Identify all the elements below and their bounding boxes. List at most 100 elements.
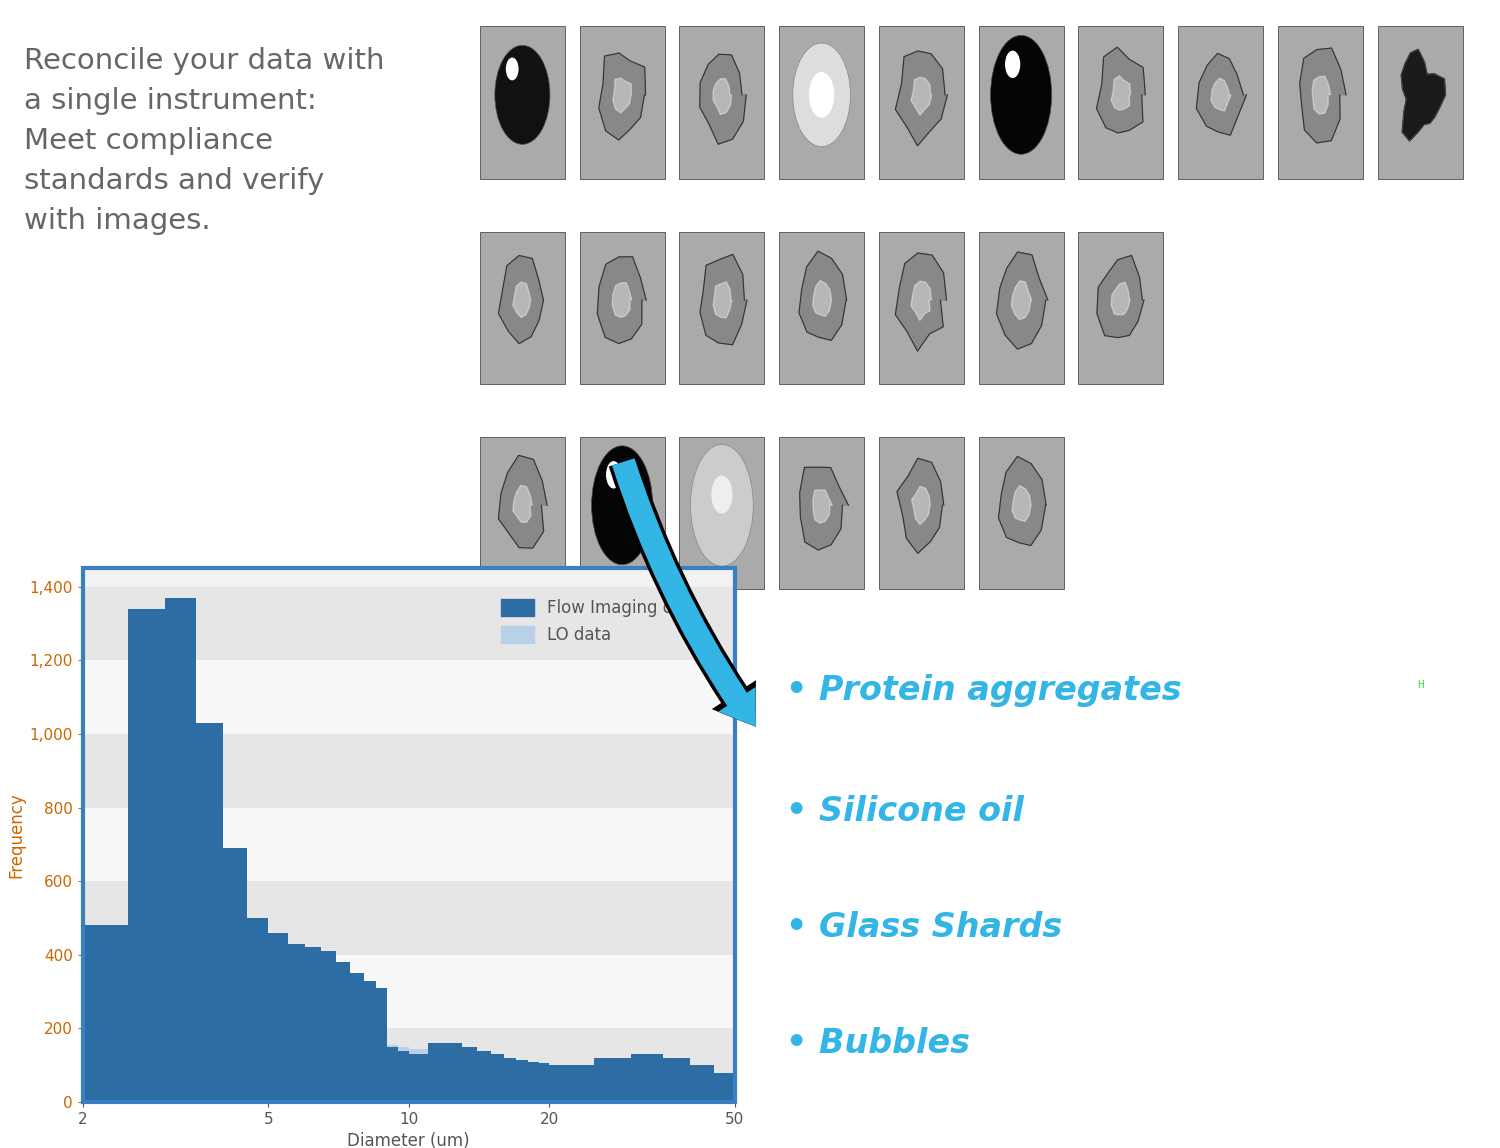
Bar bbox=[128, 608, 165, 1102]
Bar bbox=[408, 1049, 428, 1102]
Bar bbox=[516, 1062, 528, 1102]
Bar bbox=[268, 1087, 288, 1102]
Bar bbox=[196, 723, 223, 1102]
Text: 31.44: 31.44 bbox=[1408, 185, 1431, 194]
FancyBboxPatch shape bbox=[879, 436, 965, 589]
Bar bbox=[427, 1050, 445, 1102]
FancyArrowPatch shape bbox=[612, 458, 756, 727]
Polygon shape bbox=[1299, 48, 1346, 144]
Polygon shape bbox=[1096, 47, 1146, 133]
Text: 45.95: 45.95 bbox=[711, 596, 734, 604]
Polygon shape bbox=[800, 467, 849, 550]
Bar bbox=[462, 1054, 477, 1102]
FancyBboxPatch shape bbox=[978, 436, 1064, 589]
Bar bbox=[427, 1044, 445, 1102]
Ellipse shape bbox=[690, 444, 753, 566]
Polygon shape bbox=[498, 456, 548, 548]
Bar bbox=[165, 598, 196, 1102]
Polygon shape bbox=[1197, 54, 1246, 135]
Bar bbox=[632, 1071, 663, 1102]
Text: 45.09: 45.09 bbox=[512, 596, 534, 604]
Bar bbox=[224, 848, 248, 1102]
Y-axis label: Frequency: Frequency bbox=[8, 792, 26, 878]
Polygon shape bbox=[897, 458, 944, 553]
Bar bbox=[248, 1086, 268, 1102]
Bar bbox=[446, 1053, 462, 1102]
Text: Reconcile your data with
a single instrument:
Meet compliance
standards and veri: Reconcile your data with a single instru… bbox=[24, 47, 384, 235]
Polygon shape bbox=[1096, 256, 1144, 338]
Bar bbox=[363, 980, 376, 1102]
Text: 29.03: 29.03 bbox=[1209, 185, 1231, 194]
Bar bbox=[304, 947, 321, 1102]
Bar bbox=[165, 1062, 196, 1102]
Text: • Bubbles: • Bubbles bbox=[786, 1027, 970, 1061]
Polygon shape bbox=[910, 281, 932, 320]
Text: • Protein aggregates: • Protein aggregates bbox=[786, 674, 1182, 707]
Polygon shape bbox=[498, 256, 543, 343]
Bar bbox=[516, 1060, 528, 1102]
Bar bbox=[82, 1029, 735, 1102]
Bar bbox=[538, 1065, 549, 1102]
FancyBboxPatch shape bbox=[680, 436, 765, 589]
FancyBboxPatch shape bbox=[480, 436, 566, 589]
FancyBboxPatch shape bbox=[1078, 232, 1164, 383]
FancyBboxPatch shape bbox=[879, 26, 965, 179]
Bar bbox=[690, 1078, 714, 1102]
Polygon shape bbox=[896, 51, 948, 146]
FancyBboxPatch shape bbox=[879, 232, 965, 383]
Legend: Flow Imaging data, LO data: Flow Imaging data, LO data bbox=[494, 592, 706, 651]
FancyBboxPatch shape bbox=[1278, 26, 1364, 179]
Text: • Silicone oil: • Silicone oil bbox=[786, 796, 1024, 828]
Bar bbox=[376, 1095, 387, 1102]
Bar bbox=[462, 1047, 477, 1102]
Polygon shape bbox=[999, 457, 1045, 545]
Bar bbox=[128, 1029, 165, 1102]
Bar bbox=[490, 1058, 504, 1102]
Text: 58.10: 58.10 bbox=[1010, 596, 1032, 604]
Polygon shape bbox=[1013, 486, 1031, 521]
Bar bbox=[549, 1065, 594, 1102]
FancyBboxPatch shape bbox=[778, 232, 864, 383]
FancyBboxPatch shape bbox=[978, 26, 1064, 179]
Bar bbox=[690, 1065, 714, 1102]
FancyBboxPatch shape bbox=[1178, 26, 1263, 179]
Text: 22.1: 22.1 bbox=[614, 185, 632, 194]
Polygon shape bbox=[1401, 49, 1446, 141]
Polygon shape bbox=[1011, 281, 1032, 319]
Text: 38.16: 38.16 bbox=[810, 390, 832, 400]
X-axis label: Diameter (um): Diameter (um) bbox=[348, 1132, 470, 1148]
Ellipse shape bbox=[794, 42, 850, 147]
Polygon shape bbox=[513, 486, 532, 522]
Polygon shape bbox=[712, 281, 732, 318]
Bar bbox=[82, 807, 735, 882]
Bar bbox=[408, 1054, 428, 1102]
Text: 5 um: 5 um bbox=[1407, 719, 1432, 729]
Polygon shape bbox=[1112, 282, 1130, 315]
Polygon shape bbox=[1112, 76, 1131, 110]
Bar bbox=[82, 568, 735, 1102]
Text: 32.76: 32.76 bbox=[512, 390, 534, 400]
Bar bbox=[387, 1047, 399, 1102]
Polygon shape bbox=[712, 78, 732, 115]
Ellipse shape bbox=[990, 36, 1052, 154]
Polygon shape bbox=[996, 253, 1048, 349]
Ellipse shape bbox=[1005, 51, 1020, 78]
Polygon shape bbox=[612, 282, 632, 318]
FancyBboxPatch shape bbox=[680, 26, 765, 179]
Ellipse shape bbox=[495, 45, 550, 145]
Polygon shape bbox=[896, 253, 946, 351]
FancyBboxPatch shape bbox=[579, 26, 664, 179]
Polygon shape bbox=[700, 54, 746, 145]
Text: 32.86: 32.86 bbox=[610, 390, 633, 400]
Bar bbox=[288, 1089, 304, 1102]
Bar bbox=[477, 1056, 490, 1102]
Bar bbox=[321, 1092, 336, 1102]
Polygon shape bbox=[1210, 78, 1231, 111]
Polygon shape bbox=[813, 280, 831, 316]
Bar bbox=[399, 1047, 408, 1102]
Text: 26.98: 26.98 bbox=[1010, 185, 1032, 194]
Bar bbox=[387, 1045, 399, 1102]
FancyBboxPatch shape bbox=[978, 232, 1064, 383]
FancyBboxPatch shape bbox=[579, 436, 664, 589]
Polygon shape bbox=[813, 490, 832, 523]
